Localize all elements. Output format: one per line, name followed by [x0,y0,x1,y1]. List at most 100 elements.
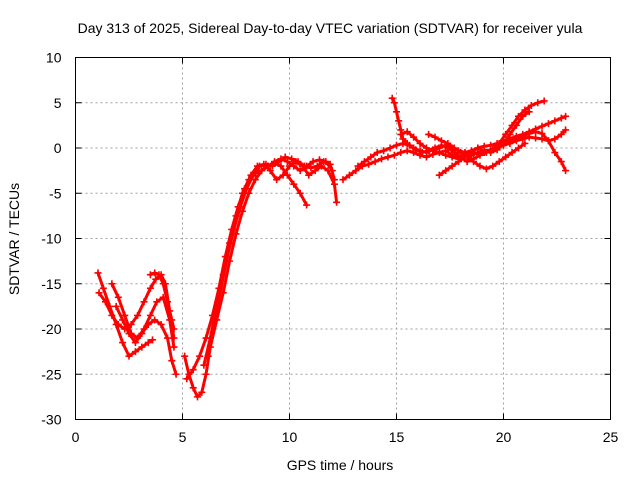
x-axis-title: GPS time / hours [287,457,394,473]
series-arc-15 [435,108,533,179]
y-tick-label: 5 [54,95,62,111]
data-point [519,135,527,143]
data-point [333,198,341,206]
data-point [403,139,411,147]
x-tick-label: 0 [72,429,80,445]
data-point [437,137,445,145]
data-point [540,97,548,105]
data-point [313,162,321,170]
data-point [183,375,191,383]
series-arc-8 [200,155,336,369]
data-point [360,158,368,166]
data-point [521,106,529,114]
data-point [281,153,289,161]
plot-frame [75,57,611,420]
data-point [455,158,463,166]
data-point [562,126,570,134]
data-point [525,108,533,116]
data-point [416,147,424,155]
chart-title: Day 313 of 2025, Sidereal Day-to-day VTE… [78,20,583,36]
data-point [300,162,308,170]
data-point [448,162,456,170]
data-point [249,171,257,179]
data-point [461,153,469,161]
data-point [395,117,403,125]
data-point [268,162,276,170]
data-point [151,316,159,324]
data-point [532,134,540,142]
data-point [493,146,501,154]
series-line [183,161,309,399]
data-point [309,158,317,166]
data-point [94,269,102,277]
y-tick-label: 10 [46,50,62,66]
series-layer [94,94,570,401]
data-point [144,339,152,347]
data-point [521,139,529,147]
data-point [422,144,430,152]
data-point [125,352,133,360]
data-point [146,271,154,279]
data-point [502,153,510,161]
data-point [296,167,304,175]
data-point [416,139,424,147]
data-point [307,164,315,172]
data-point [311,167,319,175]
data-point [125,330,133,338]
y-axis-title: SDTVAR / TECUs [6,183,22,295]
data-point [164,298,172,306]
data-point [168,357,176,365]
series-arc-4 [112,302,180,378]
data-point [189,366,197,374]
data-point [294,158,302,166]
data-point [99,284,107,292]
data-point [435,171,443,179]
data-point [258,167,266,175]
x-tick-label: 25 [603,429,619,445]
y-tick-label: -5 [49,185,62,201]
data-point [320,158,328,166]
data-point [551,117,559,125]
data-point [380,147,388,155]
data-point [108,280,116,288]
data-point [288,155,296,163]
data-point [367,153,375,161]
data-point [164,334,172,342]
data-point [487,149,495,157]
data-point [512,137,520,145]
data-point [532,125,540,133]
data-point [211,316,219,324]
data-point [345,171,353,179]
data-point [114,320,122,328]
y-tick-label: -25 [41,366,61,382]
data-point [393,108,400,116]
data-point [557,114,565,122]
data-point [330,176,338,184]
data-point [243,185,251,193]
data-point [155,271,163,279]
y-tick-label: 0 [54,140,62,156]
data-point [152,275,160,283]
x-tick-label: 15 [389,429,405,445]
data-point [544,137,552,145]
data-point [397,149,405,157]
data-point [410,133,418,141]
data-point [108,311,116,319]
data-point [429,147,437,155]
data-point [140,298,148,306]
data-point [450,144,458,152]
data-point [384,153,392,161]
data-point [153,298,161,306]
data-point [393,141,400,149]
data-point [354,162,362,170]
data-point [290,180,298,188]
data-point [482,165,490,173]
data-point [151,269,159,277]
data-point [204,352,212,360]
data-point [470,158,478,166]
data-point [388,94,396,102]
data-point [303,201,311,209]
data-point [95,289,103,297]
data-point [534,99,542,107]
data-point [138,330,146,338]
